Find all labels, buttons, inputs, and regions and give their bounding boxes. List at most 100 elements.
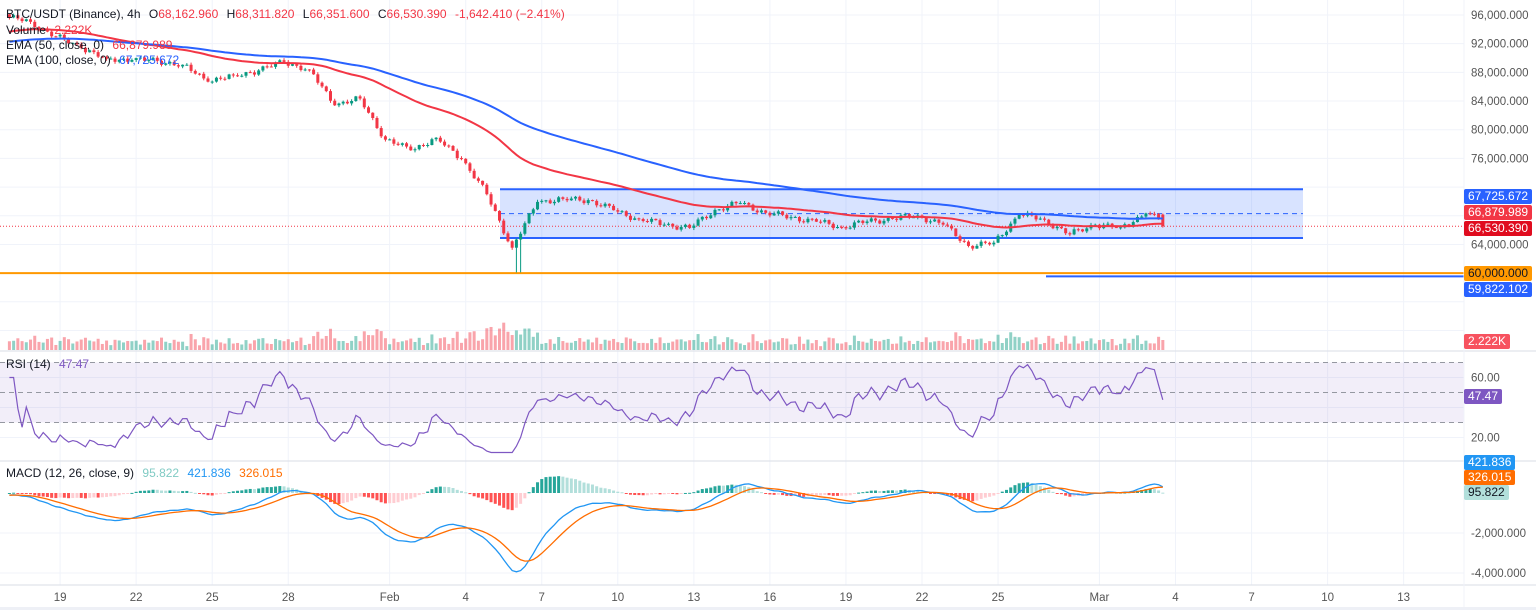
volume-bar [185,346,189,350]
macd-histogram-bar [848,493,852,496]
x-axis-tick-label: 28 [282,592,295,604]
volume-legend-value: 2.222K [54,23,93,37]
candle-body [1051,224,1055,229]
macd-histogram-bar [557,476,561,493]
ema100-legend[interactable]: EMA (100, close, 0) 67,725.672 [6,53,179,68]
close-label: C [377,7,387,21]
macd-histogram-bar [354,493,358,499]
candle-body [1106,223,1110,225]
macd-histogram-bar [797,493,801,497]
macd-histogram-bar [434,487,438,493]
macd-histogram-bar [751,489,755,493]
volume-bar [650,338,654,350]
candle-body [975,245,979,249]
macd-histogram-bar [1127,492,1131,494]
volume-bar [333,338,337,350]
volume-bar [350,340,354,350]
candle-body [983,241,987,243]
volume-bar [1157,336,1161,350]
volume-bar [1059,341,1063,350]
volume-bar [895,343,899,350]
candle-body [950,225,954,229]
volume-legend[interactable]: Volume 2.222K [6,23,92,38]
volume-bar [388,344,392,350]
volume-bar [810,343,814,350]
volume-bar [341,340,345,350]
macd-histogram-bar [472,493,476,497]
candle-body [645,220,649,222]
candle-body [227,74,231,79]
candle-body [992,242,996,245]
volume-bar [451,337,455,350]
volume-bar [945,342,949,350]
candle-body [160,60,163,65]
candle-body [430,139,434,145]
price-axis-tick-label: 96,000.000 [1471,10,1529,22]
volume-bar [92,341,96,350]
macd-histogram-bar [257,488,261,493]
macd-histogram-bar [916,490,920,493]
macd-histogram-bar [337,493,341,505]
candle-body [776,211,780,214]
volume-bar [1013,336,1017,350]
macd-histogram-bar [928,493,932,494]
volume-bar [1106,341,1110,350]
volume-bar [717,344,721,350]
ema-lines [9,28,1163,229]
volume-bar [443,337,447,350]
volume-bar [37,341,41,350]
macd-histogram-bar [574,479,578,493]
macd-histogram-bar [641,493,645,496]
volume-bar [316,331,320,350]
candle-body [844,227,848,229]
candle-body [206,78,210,82]
volume-bar [561,341,565,350]
macd-legend[interactable]: MACD (12, 26, close, 9) 95.822 421.836 3… [6,466,283,481]
volume-bar [1152,343,1156,350]
macd-histogram-bar [781,493,785,496]
volume-bar [392,338,396,350]
volume-bar [764,340,768,350]
candle-body [582,200,586,204]
volume-bar [354,336,358,350]
candle-body [827,220,831,224]
candle-body [1038,218,1042,220]
candle-body [1064,228,1068,234]
candle-body [548,200,552,204]
macd-histogram-bar [966,493,970,501]
volume-bar [468,332,472,350]
candle-body [937,219,941,223]
rsi-price-label: 47.47 [1464,389,1503,404]
macd-histogram-bar [861,492,865,494]
macd-histogram-bar [700,489,704,493]
macd-histogram-bar [502,493,506,508]
macd-histogram-bar [493,493,497,504]
volume-bar [844,342,848,350]
ema100-price-label: 67,725.672 [1464,189,1533,204]
macd-histogram-bar [1030,483,1034,493]
volume-bar [362,331,366,350]
macd-histogram-bar [688,492,692,494]
macd-histogram-bar [164,490,168,493]
macd-histogram-bar [1144,489,1148,493]
drawings-layer[interactable] [0,188,1464,278]
macd-histogram-bar [620,492,624,494]
rsi-legend[interactable]: RSI (14) 47.47 [6,357,89,372]
macd-histogram-bar [637,493,641,496]
macd-histogram-bar [1021,482,1025,493]
volume-bar [307,343,311,350]
macd-histogram-bar [447,487,451,493]
macd-histogram-bar [1119,492,1123,494]
macd-histogram-bar [857,492,861,494]
candle-body [443,141,447,146]
candle-body [455,150,459,159]
candle-body [341,101,345,104]
price-axis-tick-label: 64,000.000 [1471,239,1529,251]
symbol-legend[interactable]: BTC/USDT (Binance), 4h O68,162.960 H68,3… [6,7,565,22]
volume-bar [1085,341,1089,350]
candle-body [747,202,751,205]
macd-histogram-bar [210,493,214,496]
candle-body [895,218,899,220]
ema50-legend[interactable]: EMA (50, close, 0) 66,879.989 [6,38,172,53]
